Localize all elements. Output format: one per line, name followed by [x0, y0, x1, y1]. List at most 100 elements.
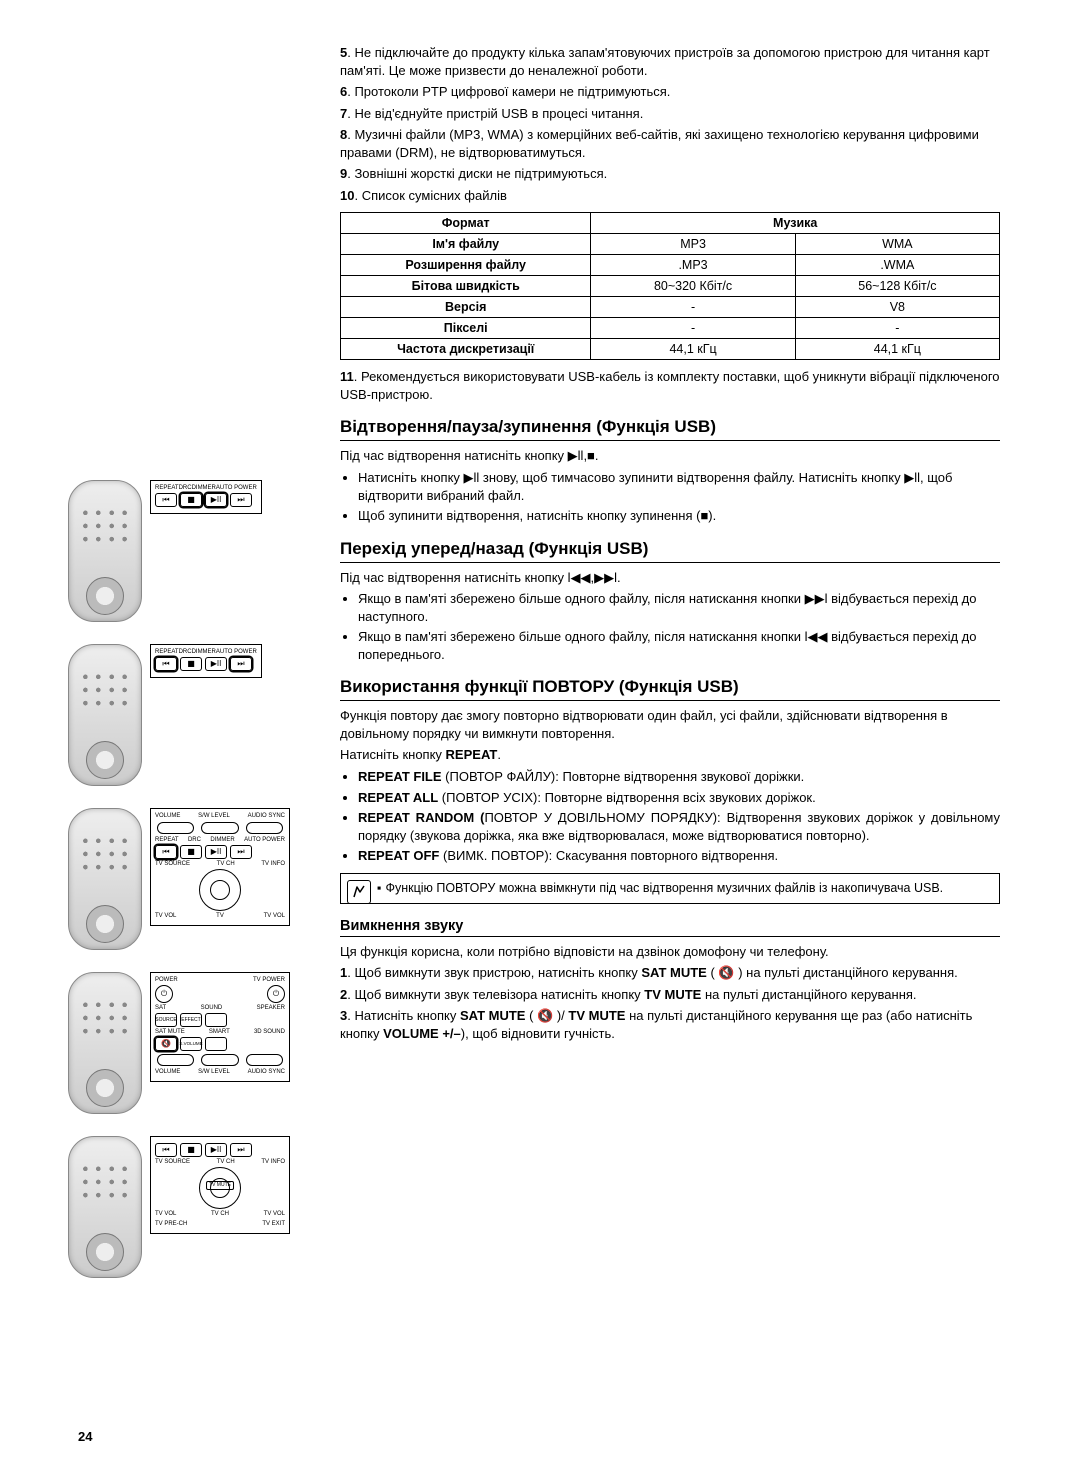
list-item: 2. Щоб вимкнути звук телевізора натисніт…	[340, 986, 1000, 1004]
playpause-icon: ▶ll	[205, 493, 227, 507]
list-item: Щоб зупинити відтворення, натисніть кноп…	[358, 507, 1000, 525]
label: TV CH	[211, 1211, 229, 1217]
list-item: REPEAT ALL (ПОВТОР УСІХ): Повторне відтв…	[358, 789, 1000, 807]
label: SAT MUTE	[155, 1029, 185, 1035]
dpad-icon	[199, 869, 241, 911]
remote-icon	[68, 808, 142, 950]
label: AUDIO SYNC	[248, 1069, 285, 1075]
list-item: REPEAT RANDOM (ПОВТОР У ДОВІЛЬНОМУ ПОРЯД…	[358, 809, 1000, 844]
next-icon: ⏭	[230, 845, 252, 859]
list-item: Якщо в пам'яті збережено більше одного ф…	[358, 590, 1000, 625]
note-icon	[347, 880, 371, 904]
sat-mute-icon: 🔇	[155, 1037, 177, 1051]
source-btn: SOURCE	[155, 1013, 177, 1027]
label: TV INFO	[261, 1159, 285, 1165]
td: 80~320 Кбіт/с	[591, 276, 795, 297]
td: V8	[795, 297, 999, 318]
td: -	[591, 318, 795, 339]
td: Бітова швидкість	[341, 276, 591, 297]
label: SAT	[155, 1005, 166, 1011]
list-item: 5. Не підключайте до продукту кілька зап…	[340, 44, 1000, 79]
speaker-btn	[205, 1013, 227, 1027]
td: MP3	[591, 234, 795, 255]
remote-icon	[68, 1136, 142, 1278]
label: TV CH	[217, 1159, 235, 1165]
label: REPEAT	[155, 485, 179, 491]
callout-mute-top: POWER TV POWER ⏻ ⏻ SAT SOUND SPEAKER SOU…	[150, 972, 290, 1082]
callout-mute-bottom: ⏮ ■ ▶ll ⏭ TV SOURCE TV CH TV INFO TV MUT…	[150, 1136, 290, 1234]
intro: Функція повтору дає змогу повторно відтв…	[340, 707, 1000, 742]
next-icon: ⏭	[230, 657, 252, 671]
label: DIMMER	[192, 649, 216, 655]
td: Частота дискретизації	[341, 339, 591, 360]
pill-icon	[246, 1054, 283, 1066]
label: TV VOL	[264, 913, 285, 919]
label: REPEAT	[155, 649, 179, 655]
bullet-marker: ▪	[377, 881, 381, 895]
label: TV CH	[217, 861, 235, 867]
list-item: Якщо в пам'яті збережено більше одного ф…	[358, 628, 1000, 663]
th: Музика	[591, 213, 1000, 234]
stop-icon: ■	[180, 493, 202, 507]
list-item: Натисніть кнопку ▶ll знову, щоб тимчасов…	[358, 469, 1000, 504]
remote-icon	[68, 480, 142, 622]
remote-group-5: ⏮ ■ ▶ll ⏭ TV SOURCE TV CH TV INFO TV MUT…	[68, 1136, 318, 1278]
stop-icon: ■	[180, 1143, 202, 1157]
label: TV VOL	[155, 913, 176, 919]
playpause-icon: ▶ll	[205, 1143, 227, 1157]
th: Формат	[341, 213, 591, 234]
label: DRC	[179, 649, 192, 655]
label: S/W LEVEL	[198, 813, 230, 819]
callout-repeat: VOLUME S/W LEVEL AUDIO SYNC REPEAT DRC D…	[150, 808, 290, 926]
td: Пікселі	[341, 318, 591, 339]
label: TV SOURCE	[155, 1159, 190, 1165]
label: AUTO POWER	[216, 485, 257, 491]
intro: Під час відтворення натисніть кнопку l◀◀…	[340, 569, 1000, 587]
label: SOUND	[201, 1005, 223, 1011]
td: -	[591, 297, 795, 318]
label: DIMMER	[210, 837, 234, 843]
td: 44,1 кГц	[591, 339, 795, 360]
label: TV INFO	[261, 861, 285, 867]
remote-group-1: REPEAT DRC DIMMER AUTO POWER ⏮ ■ ▶ll ⏭	[68, 480, 318, 622]
label: VOLUME	[155, 813, 180, 819]
next-icon: ⏭	[230, 1143, 252, 1157]
label: SPEAKER	[257, 1005, 285, 1011]
remote-group-3: VOLUME S/W LEVEL AUDIO SYNC REPEAT DRC D…	[68, 808, 318, 950]
remote-icon	[68, 972, 142, 1114]
power-icon: ⏻	[155, 985, 173, 1003]
label: POWER	[155, 977, 178, 983]
label: DRC	[188, 837, 201, 843]
label: DRC	[179, 485, 192, 491]
pill-icon	[201, 1054, 238, 1066]
list-item: REPEAT FILE (ПОВТОР ФАЙЛУ): Повторне від…	[358, 768, 1000, 786]
tv-mute-btn: TV MUTE	[206, 1181, 234, 1190]
pill-icon	[201, 822, 238, 834]
label: DIMMER	[192, 485, 216, 491]
td: WMA	[795, 234, 999, 255]
label: 3D SOUND	[254, 1029, 285, 1035]
td: 44,1 кГц	[795, 339, 999, 360]
label: TV SOURCE	[155, 861, 190, 867]
note-box: ▪Функцію ПОВТОРУ можна ввімкнути під час…	[340, 873, 1000, 904]
td: Розширення файлу	[341, 255, 591, 276]
list-item: 10. Список сумісних файлів	[340, 187, 1000, 205]
left-illustration-column: REPEAT DRC DIMMER AUTO POWER ⏮ ■ ▶ll ⏭ R…	[68, 480, 318, 1300]
list-item: REPEAT OFF (ВИМК. ПОВТОР): Скасування по…	[358, 847, 1000, 865]
label: REPEAT	[155, 837, 179, 843]
format-table: Формат Музика Ім'я файлу MP3 WMA Розшире…	[340, 212, 1000, 360]
remote-group-2: REPEAT DRC DIMMER AUTO POWER ⏮ ■ ▶ll ⏭	[68, 644, 318, 786]
td: -	[795, 318, 999, 339]
label: SMART	[209, 1029, 230, 1035]
pill-icon	[157, 822, 194, 834]
effect-btn: EFFECT	[180, 1013, 202, 1027]
stop-icon: ■	[180, 657, 202, 671]
td: Версія	[341, 297, 591, 318]
callout-playpause: REPEAT DRC DIMMER AUTO POWER ⏮ ■ ▶ll ⏭	[150, 480, 262, 514]
prev-icon: ⏮	[155, 1143, 177, 1157]
label: AUDIO SYNC	[248, 813, 285, 819]
label: AUTO POWER	[216, 649, 257, 655]
list-item: 11. Рекомендується використовувати USB-к…	[340, 368, 1000, 403]
td: Ім'я файлу	[341, 234, 591, 255]
page-number: 24	[78, 1429, 92, 1444]
